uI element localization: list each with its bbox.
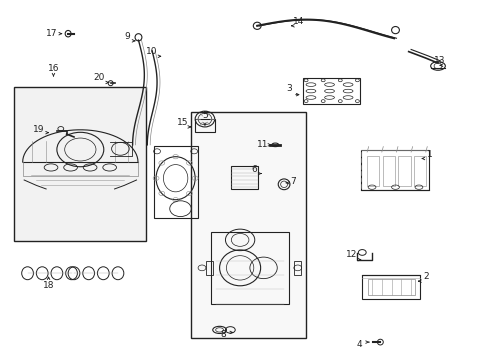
- Bar: [294, 261, 301, 275]
- Text: 2: 2: [423, 272, 429, 281]
- Text: 13: 13: [434, 56, 445, 65]
- Bar: [362, 275, 420, 299]
- Bar: [367, 156, 379, 186]
- Text: 17: 17: [46, 29, 58, 38]
- Bar: [211, 232, 289, 304]
- Text: 10: 10: [147, 47, 158, 56]
- Text: 6: 6: [251, 166, 257, 175]
- Text: 18: 18: [43, 281, 54, 290]
- Text: 7: 7: [290, 177, 296, 186]
- Bar: [368, 279, 415, 296]
- Text: 16: 16: [48, 64, 59, 73]
- Bar: [14, 87, 147, 241]
- Bar: [206, 261, 213, 275]
- Bar: [195, 119, 215, 132]
- Text: 14: 14: [293, 17, 304, 26]
- Text: 15: 15: [177, 118, 188, 127]
- Text: 3: 3: [286, 84, 292, 93]
- Bar: [191, 112, 306, 338]
- Text: 8: 8: [220, 330, 226, 339]
- Bar: [414, 156, 426, 186]
- Bar: [383, 156, 395, 186]
- Bar: [361, 150, 429, 190]
- Text: 11: 11: [257, 140, 269, 149]
- Text: 9: 9: [125, 32, 131, 41]
- Text: 20: 20: [94, 73, 105, 82]
- Bar: [303, 78, 360, 104]
- Text: 5: 5: [202, 111, 208, 120]
- Text: 1: 1: [427, 150, 433, 159]
- Text: 12: 12: [346, 251, 357, 260]
- Bar: [154, 146, 197, 218]
- Bar: [231, 166, 258, 189]
- Text: 4: 4: [357, 340, 363, 349]
- Bar: [398, 156, 411, 186]
- Text: 19: 19: [33, 125, 45, 134]
